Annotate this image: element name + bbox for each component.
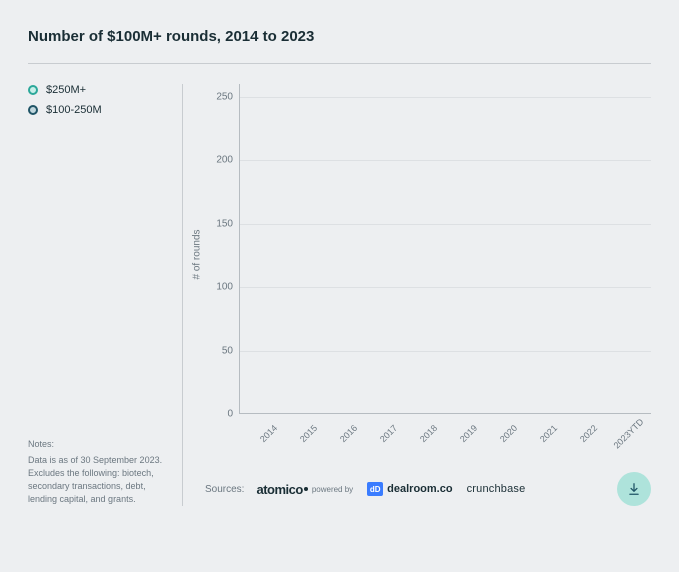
y-tick-label: 150 [216,218,233,229]
x-tick-label: 2017 [371,416,406,451]
sources-row: Sources: atomico powered by dD dealroom.… [205,472,651,506]
bar-group [326,84,366,414]
chart-column: # of rounds 0 50 100 150 200 250 201420152016… [183,84,651,506]
grid-line [240,287,651,288]
powered-by-text: powered by [312,485,353,494]
x-tick-label: 2020 [491,416,526,451]
bar-group [406,84,446,414]
notes: Notes: Data is as of 30 September 2023. … [28,438,170,506]
chart-title: Number of $100M+ rounds, 2014 to 2023 [28,28,651,45]
bars-container [240,84,651,414]
notes-text: Data is as of 30 September 2023. Exclude… [28,454,170,506]
bar-group [485,84,525,414]
bar-group [525,84,565,414]
bar-group [246,84,286,414]
legend-label: $250M+ [46,84,86,96]
brand-atomico: atomico powered by [256,482,353,497]
left-column: $250M+ $100-250M Notes: Data is as of 30 … [28,84,183,506]
atomico-dot-icon [304,487,308,491]
y-axis: 050100150200250 [205,84,239,414]
atomico-logo-text: atomico [256,482,302,497]
legend-label: $100-250M [46,104,102,116]
plot-area [239,84,651,414]
x-tick-label: 2022 [571,416,606,451]
grid-line [240,160,651,161]
grid-line [240,97,651,98]
y-tick-label: 250 [216,91,233,102]
legend: $250M+ $100-250M [28,84,170,124]
y-tick-label: 100 [216,282,233,293]
y-tick-label: 50 [222,345,233,356]
x-tick-label: 2019 [451,416,486,451]
dealroom-icon: dD [367,482,383,496]
x-tick-label: 2021 [531,416,566,451]
y-axis-label: # of rounds [192,229,203,279]
x-axis: 2014201520162017201820192020202120222023… [239,420,651,430]
legend-marker-icon [28,105,38,115]
download-icon [627,482,641,496]
main-row: $250M+ $100-250M Notes: Data is as of 30 … [28,84,651,506]
crunchbase-text: crunchbase [467,483,526,495]
bar-group [565,84,605,414]
brand-dealroom: dD dealroom.co [367,482,452,496]
grid-line [240,224,651,225]
legend-item: $250M+ [28,84,170,96]
bar-group [366,84,406,414]
bar-group [605,84,645,414]
brand-crunchbase: crunchbase [467,483,526,495]
bar-group [286,84,326,414]
dealroom-text: dealroom.co [387,483,452,495]
y-tick-label: 200 [216,155,233,166]
x-tick-label: 2015 [291,416,326,451]
y-tick-label: 0 [227,409,233,420]
bar-group [446,84,486,414]
legend-item: $100-250M [28,104,170,116]
legend-marker-icon [28,85,38,95]
x-tick-label: 2016 [331,416,366,451]
divider [28,63,651,64]
notes-label: Notes: [28,438,170,451]
x-tick-label: 2018 [411,416,446,451]
grid-line [240,351,651,352]
chart-area: # of rounds 050100150200250 [205,84,651,414]
x-tick-label: 2023YTD [611,416,646,451]
x-tick-label: 2014 [251,416,286,451]
download-button[interactable] [617,472,651,506]
sources-label: Sources: [205,484,244,495]
